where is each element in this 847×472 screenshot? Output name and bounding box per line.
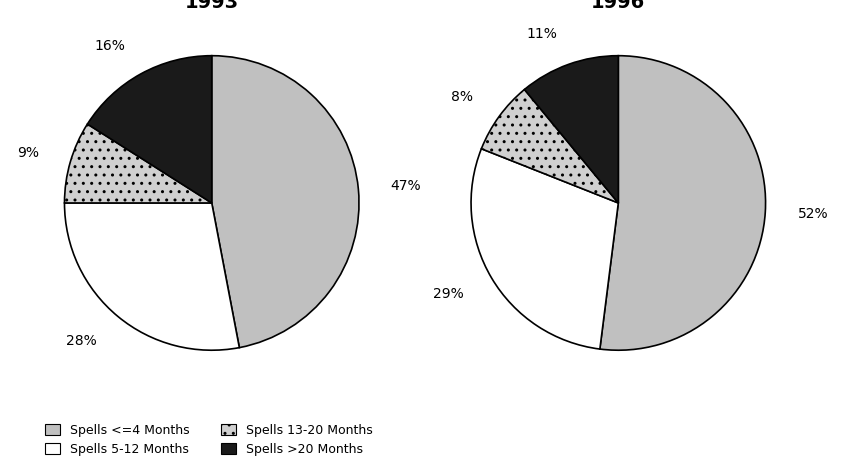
Title: 1996: 1996 xyxy=(591,0,645,12)
Wedge shape xyxy=(64,124,212,203)
Text: 8%: 8% xyxy=(451,90,473,104)
Text: 9%: 9% xyxy=(17,146,39,160)
Wedge shape xyxy=(481,90,618,203)
Text: 29%: 29% xyxy=(433,287,463,302)
Text: 16%: 16% xyxy=(94,39,125,52)
Wedge shape xyxy=(524,56,618,203)
Wedge shape xyxy=(600,56,766,350)
Text: 11%: 11% xyxy=(527,27,557,41)
Wedge shape xyxy=(471,149,618,349)
Legend: Spells <=4 Months, Spells 5-12 Months, Spells 13-20 Months, Spells >20 Months: Spells <=4 Months, Spells 5-12 Months, S… xyxy=(40,419,378,461)
Text: 28%: 28% xyxy=(66,334,97,348)
Text: 47%: 47% xyxy=(390,179,421,193)
Title: 1993: 1993 xyxy=(185,0,239,12)
Text: 52%: 52% xyxy=(798,207,828,221)
Wedge shape xyxy=(87,56,212,203)
Wedge shape xyxy=(64,203,240,350)
Wedge shape xyxy=(212,56,359,347)
